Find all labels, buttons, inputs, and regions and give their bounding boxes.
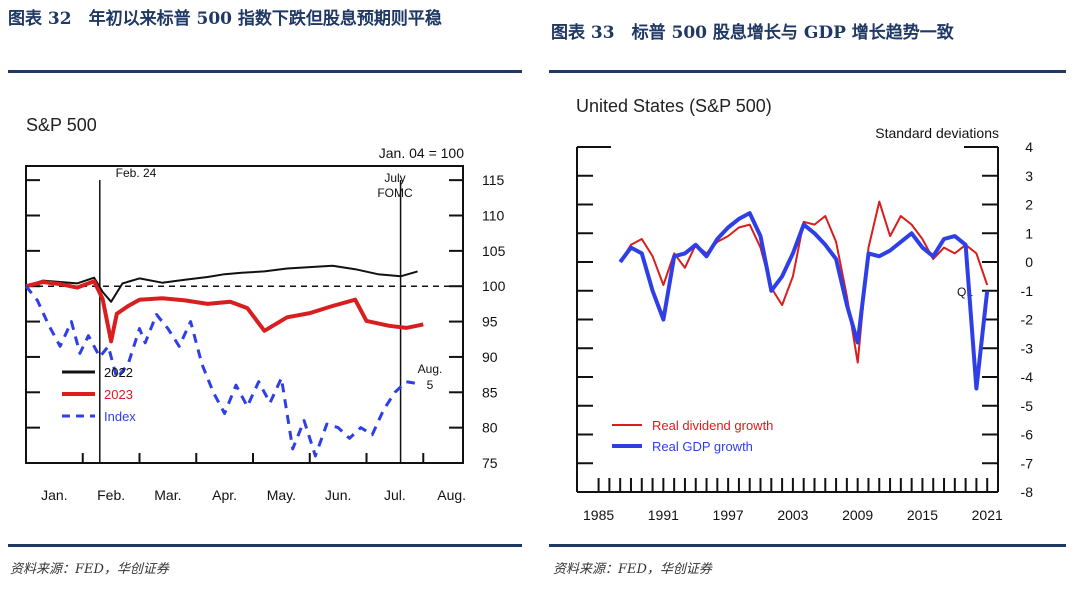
chart1-ytick-label: 100: [482, 278, 506, 294]
chart2-ytick-label: -4: [1021, 369, 1034, 385]
chart2-ytick-label: -3: [1021, 340, 1034, 356]
series-2023-line: [25, 279, 424, 344]
chart1-ytick-label: 75: [482, 455, 498, 471]
chart2-xtick-label: 2015: [907, 507, 938, 523]
feb24-label: Feb. 24: [116, 166, 157, 180]
series-real-dividend-growth-line: [619, 200, 989, 364]
chart1-xtick-label: Feb.: [97, 487, 125, 503]
chart2-ytick-label: -8: [1021, 484, 1034, 500]
legend-label-real-gdp-growth: Real GDP growth: [652, 439, 753, 454]
chart2-ytick-label: 4: [1025, 139, 1033, 155]
chart2-ytick-label: -2: [1021, 312, 1034, 328]
chart1-xtick-label: Jun.: [325, 487, 351, 503]
chart2-ytick-label: -5: [1021, 398, 1034, 414]
chart1-ytick-label: 105: [482, 243, 506, 259]
chart2-ytick-label: 2: [1025, 197, 1033, 213]
source-note-left: 资料来源：FED，华创证券: [10, 562, 169, 577]
legend-label-index: Index: [104, 409, 136, 424]
chart2-ytick-label: -6: [1021, 427, 1034, 443]
chart1-xtick-label: Jul.: [384, 487, 406, 503]
source-note-right: 资料来源：FED，华创证券: [553, 562, 712, 577]
chart1-ytick-label: 85: [482, 384, 498, 400]
chart2-xtick-label: 2021: [972, 507, 1003, 523]
chart2-ytick-label: -1: [1021, 283, 1034, 299]
chart1-ytick-label: 115: [482, 172, 505, 188]
figure-33-heading: 图表 33 标普 500 股息增长与 GDP 增长趋势一致: [551, 23, 954, 43]
chart2-xtick-label: 2009: [842, 507, 873, 523]
chart1-ytick-label: 95: [482, 314, 498, 330]
chart1-base-note: Jan. 04 = 100: [379, 145, 464, 161]
heading-rule-left: [8, 70, 522, 73]
legend-label-2023: 2023: [104, 387, 133, 402]
chart2-ytick-label: 0: [1025, 254, 1033, 270]
chart1-xtick-label: May.: [267, 487, 296, 503]
chart1-ytick-label: 90: [482, 349, 498, 365]
fomc-label-line2: FOMC: [377, 186, 413, 200]
chart2-ytick-label: 3: [1025, 168, 1033, 184]
chart1-ytick-label: 110: [482, 208, 505, 224]
chart2-xtick-label: 2003: [777, 507, 808, 523]
aug5-label-line2: 5: [427, 378, 434, 392]
chart2-ytick-label: 1: [1025, 225, 1033, 241]
series-real-gdp-growth-line: [618, 211, 990, 391]
chart1-xtick-label: Mar.: [154, 487, 181, 503]
chart2-xtick-label: 1991: [648, 507, 679, 523]
figure-32-heading: 图表 32 年初以来标普 500 指数下跌但股息预期则平稳: [8, 9, 442, 29]
legend-label-2022: 2022: [104, 365, 133, 380]
aug5-label-line1: Aug.: [418, 362, 443, 376]
chart2-title: United States (S&P 500): [576, 96, 772, 116]
chart1-ytick-label: 80: [482, 420, 498, 436]
series-index-line: [24, 285, 416, 458]
heading-rule-right: [549, 70, 1066, 73]
chart1-xtick-label: Jan.: [41, 487, 67, 503]
dividend-gdp-chart: United States (S&P 500) Standard deviati…: [576, 96, 1034, 523]
chart2-ylabel: Standard deviations: [875, 125, 999, 141]
sp500-index-chart: S&P 500 Jan. 04 = 100 Feb. 24 July FOMC …: [24, 115, 506, 503]
chart1-plot-frame: [25, 165, 464, 464]
chart2-ytick-label: -7: [1021, 455, 1034, 471]
chart1-xtick-label: Apr.: [212, 487, 237, 503]
source-rule-left: [8, 544, 522, 547]
series-2022-line: [25, 264, 418, 303]
chart2-xtick-label: 1997: [713, 507, 744, 523]
chart1-title: S&P 500: [26, 115, 97, 135]
legend-label-real-dividend-growth: Real dividend growth: [652, 418, 773, 433]
chart2-xtick-label: 1985: [583, 507, 614, 523]
source-rule-right: [549, 544, 1066, 547]
chart1-xtick-label: Aug.: [437, 487, 466, 503]
